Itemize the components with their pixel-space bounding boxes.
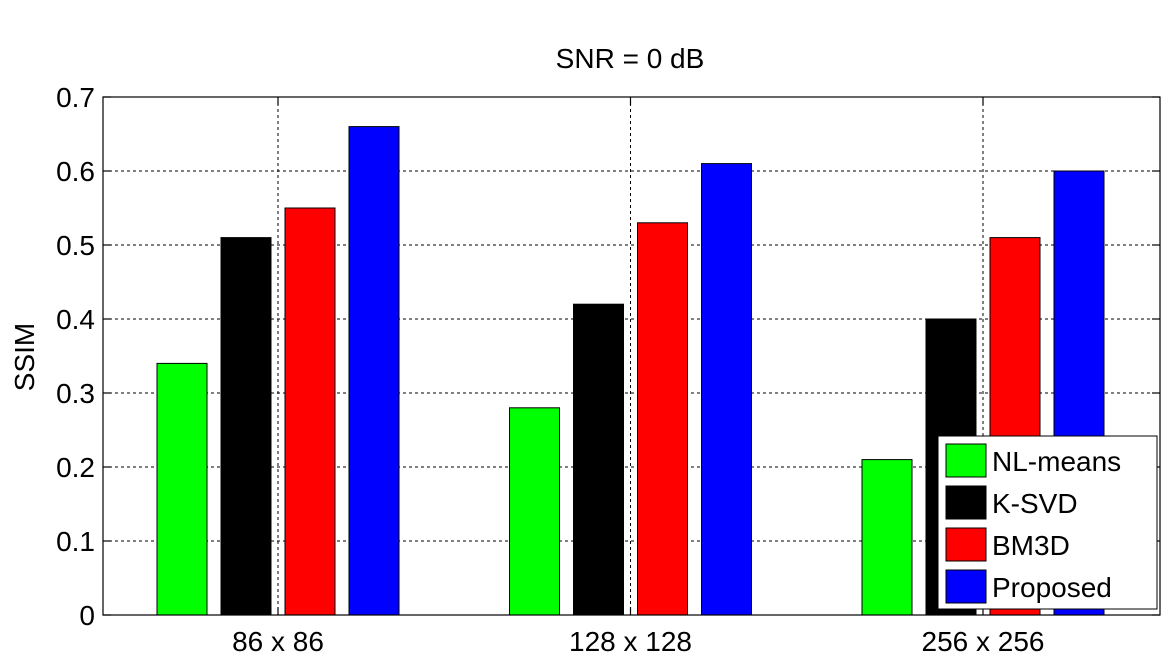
bar-bm3d-2 xyxy=(637,222,688,616)
bar-proposed-1 xyxy=(348,126,400,616)
chart-title: SNR = 0 dB xyxy=(556,43,705,74)
y-tick-label: 0.4 xyxy=(56,304,95,335)
y-tick-label: 0.7 xyxy=(56,82,95,113)
y-tick-label: 0.5 xyxy=(56,230,95,261)
legend-swatch xyxy=(945,569,987,604)
y-axis-label: SSIM xyxy=(9,323,40,391)
x-tick-label: 86 x 86 xyxy=(232,626,324,657)
bar-nl-means-1 xyxy=(156,362,208,616)
y-tick-label: 0.6 xyxy=(56,156,95,187)
bar-proposed-2 xyxy=(701,163,752,616)
grid-lines xyxy=(103,97,1160,615)
bar-bm3d-1 xyxy=(284,207,336,616)
bar-k-svd-2 xyxy=(573,303,624,616)
legend-label: Proposed xyxy=(992,572,1112,603)
axis-ticks: 0 0.1 0.2 0.3 0.4 0.5 0.6 0.7 86 x 86 128 x 128 25… xyxy=(56,82,1160,657)
y-tick-label: 0.2 xyxy=(56,452,95,483)
bar-k-svd-1 xyxy=(220,237,272,616)
y-tick-label: 0.1 xyxy=(56,526,95,557)
legend-swatch xyxy=(945,443,987,478)
legend-label: BM3D xyxy=(992,530,1070,561)
bar-nl-means-2 xyxy=(509,407,560,616)
legend-swatch xyxy=(945,485,987,520)
legend-label: K-SVD xyxy=(992,488,1078,519)
bars xyxy=(156,126,1105,616)
legend-swatch xyxy=(945,527,987,562)
legend: NL-means K-SVD BM3D Proposed xyxy=(937,435,1158,610)
x-tick-label: 128 x 128 xyxy=(569,626,692,657)
y-tick-label: 0 xyxy=(79,600,95,631)
legend-label: NL-means xyxy=(992,446,1121,477)
x-tick-label: 256 x 256 xyxy=(922,626,1045,657)
bar-nl-means-3 xyxy=(861,459,913,616)
plot-frame xyxy=(102,96,1161,616)
y-tick-label: 0.3 xyxy=(56,378,95,409)
